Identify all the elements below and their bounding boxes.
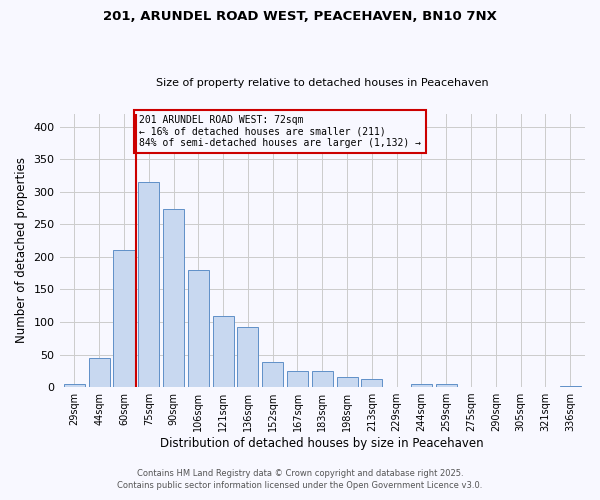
Text: 201 ARUNDEL ROAD WEST: 72sqm
← 16% of detached houses are smaller (211)
84% of s: 201 ARUNDEL ROAD WEST: 72sqm ← 16% of de…: [139, 115, 421, 148]
Bar: [238, 326, 259, 387]
Bar: [411, 384, 432, 387]
X-axis label: Distribution of detached houses by size in Peacehaven: Distribution of detached houses by size …: [160, 437, 484, 450]
Bar: [138, 182, 160, 387]
Bar: [113, 250, 134, 387]
Y-axis label: Number of detached properties: Number of detached properties: [15, 158, 28, 344]
Bar: [212, 316, 233, 387]
Title: Size of property relative to detached houses in Peacehaven: Size of property relative to detached ho…: [156, 78, 488, 88]
Bar: [287, 372, 308, 387]
Bar: [312, 372, 333, 387]
Bar: [163, 209, 184, 387]
Bar: [188, 270, 209, 387]
Bar: [361, 378, 382, 387]
Bar: [560, 386, 581, 387]
Bar: [262, 362, 283, 387]
Bar: [337, 376, 358, 387]
Text: Contains HM Land Registry data © Crown copyright and database right 2025.
Contai: Contains HM Land Registry data © Crown c…: [118, 468, 482, 490]
Bar: [64, 384, 85, 387]
Bar: [89, 358, 110, 387]
Bar: [436, 384, 457, 387]
Text: 201, ARUNDEL ROAD WEST, PEACEHAVEN, BN10 7NX: 201, ARUNDEL ROAD WEST, PEACEHAVEN, BN10…: [103, 10, 497, 23]
